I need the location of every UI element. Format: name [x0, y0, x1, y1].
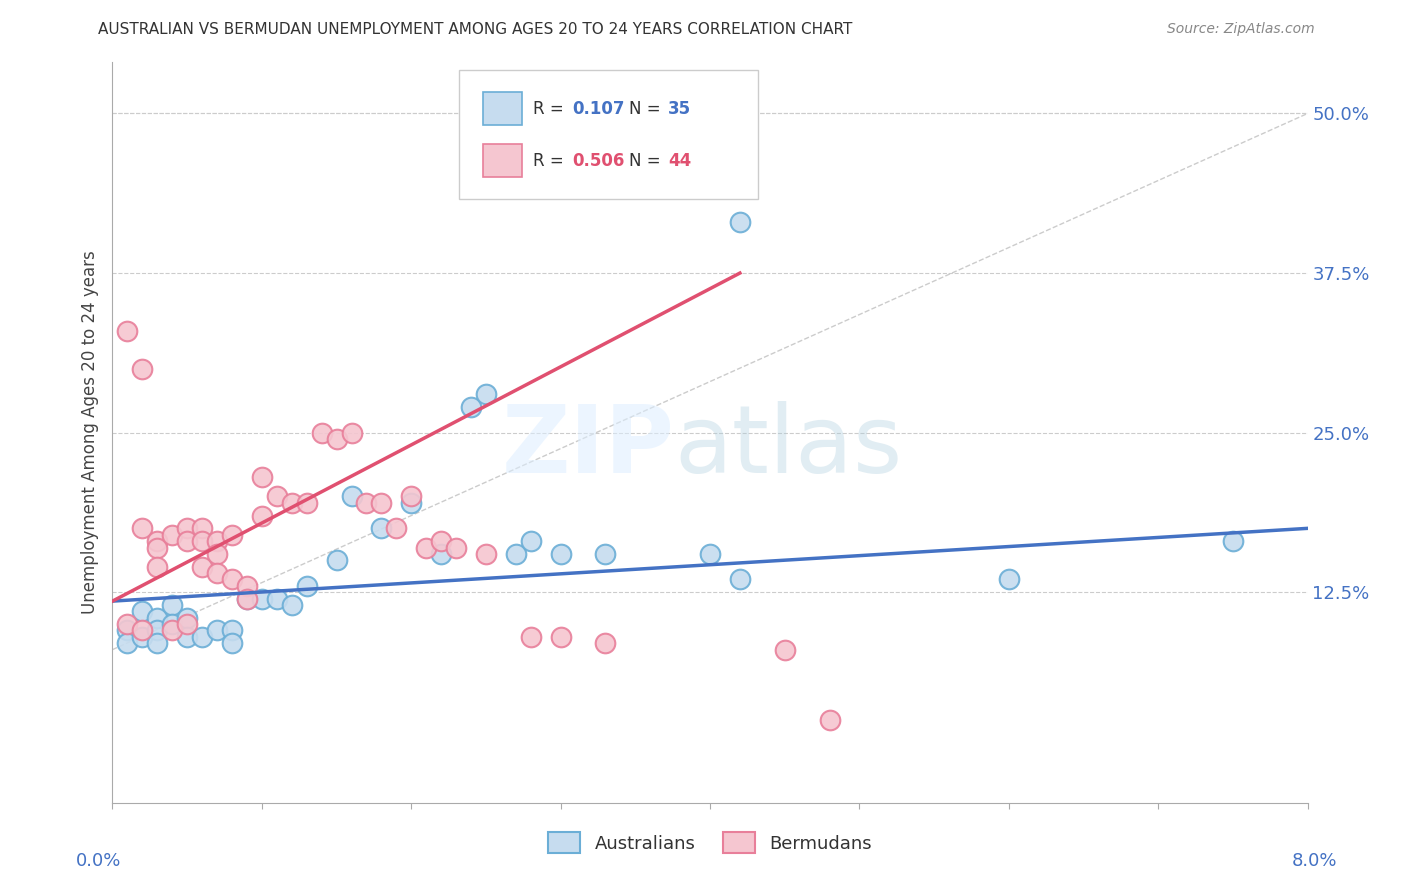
Text: R =: R =: [533, 100, 569, 118]
Point: [370, 521, 392, 535]
Point: [205, 534, 228, 549]
Point: [236, 579, 259, 593]
Point: [176, 617, 198, 632]
Text: 0.506: 0.506: [572, 152, 626, 169]
Point: [505, 547, 527, 561]
Point: [221, 527, 243, 541]
FancyBboxPatch shape: [458, 70, 758, 200]
Point: [595, 547, 617, 561]
Point: [401, 490, 423, 504]
Point: [117, 624, 139, 638]
Text: N =: N =: [628, 100, 665, 118]
Point: [699, 547, 721, 561]
Point: [460, 400, 482, 414]
Point: [191, 534, 214, 549]
Point: [475, 387, 498, 401]
Point: [550, 547, 572, 561]
Point: [340, 490, 363, 504]
Point: [236, 591, 259, 606]
Text: atlas: atlas: [675, 401, 903, 493]
Point: [295, 496, 318, 510]
Point: [281, 598, 304, 612]
Point: [356, 496, 378, 510]
Point: [162, 598, 183, 612]
Point: [281, 496, 304, 510]
Point: [146, 559, 169, 574]
Text: N =: N =: [628, 152, 665, 169]
Point: [162, 624, 183, 638]
Point: [401, 496, 423, 510]
Text: 35: 35: [668, 100, 692, 118]
Point: [131, 624, 153, 638]
Point: [311, 425, 333, 440]
Point: [430, 534, 453, 549]
Point: [162, 617, 183, 632]
Point: [370, 496, 392, 510]
Text: R =: R =: [533, 152, 569, 169]
Point: [146, 534, 169, 549]
Point: [146, 636, 169, 650]
Point: [520, 534, 543, 549]
Point: [444, 541, 467, 555]
Point: [595, 636, 617, 650]
Point: [415, 541, 437, 555]
Point: [520, 630, 543, 644]
Point: [250, 470, 273, 484]
Text: ZIP: ZIP: [502, 401, 675, 493]
Point: [131, 521, 153, 535]
Point: [325, 432, 347, 446]
Point: [250, 591, 273, 606]
Point: [146, 611, 169, 625]
Text: Source: ZipAtlas.com: Source: ZipAtlas.com: [1167, 22, 1315, 37]
Text: 44: 44: [668, 152, 692, 169]
Point: [236, 591, 259, 606]
Point: [131, 604, 153, 618]
Point: [131, 361, 153, 376]
Point: [146, 541, 169, 555]
Text: AUSTRALIAN VS BERMUDAN UNEMPLOYMENT AMONG AGES 20 TO 24 YEARS CORRELATION CHART: AUSTRALIAN VS BERMUDAN UNEMPLOYMENT AMON…: [98, 22, 853, 37]
Point: [1222, 534, 1244, 549]
Point: [205, 624, 228, 638]
FancyBboxPatch shape: [484, 92, 523, 126]
Point: [205, 566, 228, 580]
Point: [131, 630, 153, 644]
Text: 0.107: 0.107: [572, 100, 626, 118]
Point: [176, 534, 198, 549]
Point: [221, 636, 243, 650]
Point: [818, 713, 841, 727]
Point: [176, 630, 198, 644]
Text: 8.0%: 8.0%: [1292, 852, 1337, 870]
Point: [728, 573, 751, 587]
Point: [221, 573, 243, 587]
Point: [117, 324, 139, 338]
Point: [550, 630, 572, 644]
Point: [146, 624, 169, 638]
Point: [998, 573, 1021, 587]
Point: [340, 425, 363, 440]
Point: [162, 527, 183, 541]
Point: [176, 521, 198, 535]
Point: [176, 611, 198, 625]
Point: [325, 553, 347, 567]
Point: [385, 521, 408, 535]
Point: [295, 579, 318, 593]
FancyBboxPatch shape: [484, 144, 523, 178]
Point: [250, 508, 273, 523]
Point: [266, 591, 288, 606]
Legend: Australians, Bermudans: Australians, Bermudans: [540, 825, 880, 861]
Y-axis label: Unemployment Among Ages 20 to 24 years: Unemployment Among Ages 20 to 24 years: [80, 251, 98, 615]
Point: [191, 521, 214, 535]
Point: [430, 547, 453, 561]
Point: [117, 617, 139, 632]
Point: [117, 636, 139, 650]
Point: [728, 215, 751, 229]
Text: 0.0%: 0.0%: [76, 852, 121, 870]
Point: [191, 630, 214, 644]
Point: [221, 624, 243, 638]
Point: [266, 490, 288, 504]
Point: [205, 547, 228, 561]
Point: [191, 559, 214, 574]
Point: [475, 547, 498, 561]
Point: [773, 642, 796, 657]
